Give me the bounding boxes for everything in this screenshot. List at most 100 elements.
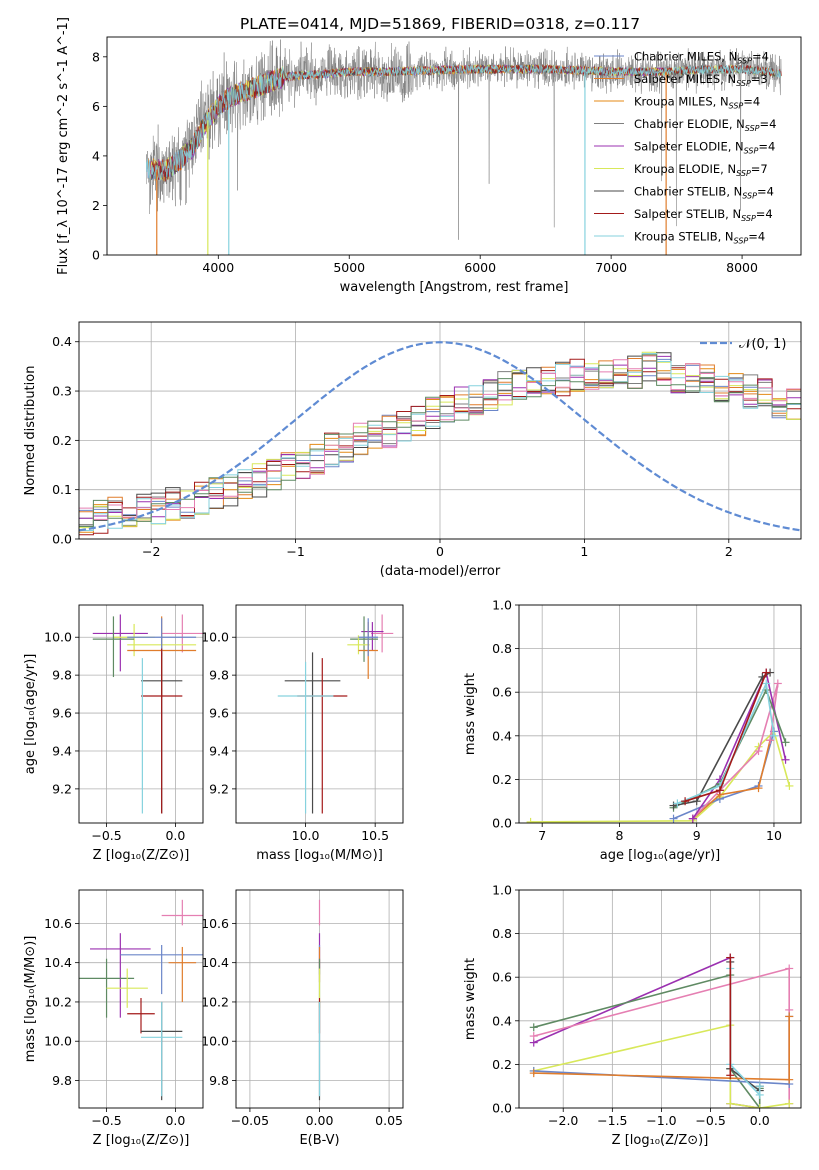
plus-marker — [785, 1075, 794, 1084]
plot-area-mass_vs_Z — [79, 899, 203, 1101]
errorbar-point — [141, 1001, 183, 1097]
axes-mass_vs_Z: −0.5 0.0 9.8 10.0 10.2 10.4 10.6 Z [log₁₀(Z/Z⊙)… — [23, 889, 204, 1148]
frame-mass_weight_vs_Z: −2.0 −1.5 −1.0 −0.5 0.0 0.0 0.2 0.4 0.6 0.8 1.0 Z [… — [463, 883, 802, 1148]
y-tick-label: 0.4 — [52, 334, 72, 349]
errorbar-point — [168, 946, 197, 1002]
legend-label: Chabrier ELODIE, NSSP=4 — [634, 117, 776, 133]
y-tick-label: 10.4 — [201, 955, 229, 970]
legend-label: Salpeter ELODIE, NSSP=4 — [634, 140, 775, 156]
errorbar-point — [361, 622, 384, 651]
legend-entry: Chabrier STELIB, NSSP=4 — [594, 185, 774, 201]
y-tick-label: 9.6 — [209, 706, 229, 721]
x-tick-label: 10 — [766, 828, 782, 843]
plus-marker — [755, 1090, 764, 1099]
x-tick-label: −2.0 — [548, 1113, 578, 1128]
y-tick-label: 9.4 — [209, 743, 229, 758]
x-tick-label: 1 — [580, 544, 588, 559]
x-tick-label: 8 — [615, 828, 623, 843]
y-tick-label: 0.6 — [492, 685, 512, 700]
legend-entry: Kroupa ELODIE, NSSP=7 — [594, 162, 768, 178]
errorbar-point — [161, 899, 203, 926]
grid-residuals — [79, 322, 801, 540]
y-tick-label: 9.8 — [209, 1073, 229, 1088]
errorbar-point — [92, 614, 148, 672]
plus-marker — [754, 784, 763, 793]
legend-entry: Kroupa STELIB, NSSP=4 — [594, 230, 765, 246]
y-tick-label: 9.2 — [209, 781, 229, 796]
legend-entry: Salpeter STELIB, NSSP=4 — [594, 207, 773, 223]
axes-frame — [78, 604, 204, 824]
plus-marker — [726, 1071, 735, 1080]
plus-marker — [673, 799, 682, 808]
x-tick-label: −0.5 — [91, 1113, 121, 1128]
errorbar-point — [106, 968, 148, 1008]
series-line-salpeter_elodie — [533, 956, 760, 1108]
x-tick-label: 5000 — [333, 260, 365, 275]
plus-marker — [762, 679, 771, 688]
model-spectrum-chabrier_miles — [147, 63, 668, 180]
x-axis-label: (data-model)/error — [380, 564, 501, 579]
y-axis-label: Flux [f_λ 10^-17 erg cm^-2 s^-1 A^-1] — [56, 17, 71, 275]
histogram-green — [79, 354, 801, 527]
y-tick-label: 9.8 — [209, 668, 229, 683]
axes-frame — [518, 889, 802, 1109]
plus-marker — [762, 668, 771, 677]
x-tick-label: −0.5 — [91, 828, 121, 843]
errorbar-point — [127, 998, 155, 1034]
plus-marker — [769, 731, 778, 740]
errorbar-point — [120, 944, 203, 995]
errorbar-point — [284, 652, 341, 814]
legend-entry: Salpeter ELODIE, NSSP=4 — [594, 140, 775, 156]
y-tick-label: 8 — [92, 49, 100, 64]
model-spectrum-kroupa_stelib — [145, 64, 782, 181]
plus-marker — [726, 953, 735, 962]
plus-marker — [529, 1032, 538, 1041]
frame-mass_weight_vs_age: 7 8 9 10 0.0 0.2 0.4 0.6 0.8 1.0 age [log₁₀(age/yr… — [463, 598, 802, 863]
plus-marker — [755, 1104, 764, 1108]
y-tick-label: 0.4 — [492, 1013, 512, 1028]
axes-mass_vs_ebv: −0.05 0.00 0.05 9.8 10.0 10.2 10.4 10.6 E(B-V) — [201, 889, 404, 1148]
plus-marker — [726, 1099, 735, 1108]
y-tick-label: 10.2 — [44, 994, 72, 1009]
frame-mass_vs_ebv: −0.05 0.00 0.05 9.8 10.0 10.2 10.4 10.6 E(B-V) — [201, 889, 404, 1148]
x-axis-label: age [log₁₀(age/yr)] — [600, 848, 721, 863]
axes-age_vs_mass: 10.0 10.5 9.2 9.4 9.6 9.8 10.0 mass [log₁₀(M/M⊙… — [201, 604, 404, 863]
plus-marker — [526, 817, 535, 823]
errorbar-point — [92, 616, 135, 678]
plus-marker — [755, 1082, 764, 1091]
plot-area-age_vs_Z — [92, 614, 203, 814]
errorbar-point — [347, 635, 370, 655]
plus-marker — [781, 738, 790, 747]
axes-residuals: −2 −1 0 1 2 0.0 0.1 0.2 0.3 0.4 (data-model)/error… — [23, 321, 802, 579]
y-tick-label: 0.2 — [492, 1057, 512, 1072]
x-tick-label: 9 — [693, 828, 701, 843]
axes-frame — [235, 889, 404, 1109]
y-tick-label: 10.0 — [44, 1034, 72, 1049]
y-tick-label: 0 — [92, 248, 100, 263]
legend-label: Chabrier STELIB, NSSP=4 — [634, 185, 774, 201]
errorbar-point — [113, 623, 155, 657]
plus-marker — [715, 786, 724, 795]
x-axis-label: E(B-V) — [299, 1133, 339, 1148]
axes-mass_weight_vs_age: 7 8 9 10 0.0 0.2 0.4 0.6 0.8 1.0 age [log₁₀(age/yr… — [463, 598, 802, 863]
legend-entry: Salpeter MILES, NSSP=3 — [594, 72, 768, 88]
plus-marker — [754, 747, 763, 756]
y-axis-label: Normed distribution — [23, 366, 38, 496]
axes-mass_weight_vs_Z: −2.0 −1.5 −1.0 −0.5 0.0 0.0 0.2 0.4 0.6 0.8 1.0 Z [… — [463, 883, 802, 1148]
y-tick-label: 0.0 — [492, 1101, 512, 1116]
plus-marker — [688, 814, 697, 823]
plus-marker — [692, 797, 701, 806]
errorbar-point — [370, 614, 394, 653]
y-tick-label: 1.0 — [492, 883, 512, 898]
frame-spectrum: 4000 5000 6000 7000 8000 0 2 4 6 8 wavelength [Ang… — [56, 17, 802, 295]
x-tick-label: 0.0 — [165, 1113, 185, 1128]
x-tick-label: 0.0 — [165, 828, 185, 843]
x-tick-label: −1.0 — [646, 1113, 676, 1128]
x-tick-label: 8000 — [726, 260, 758, 275]
y-tick-label: 0.3 — [52, 384, 72, 399]
y-tick-label: 10.4 — [44, 955, 72, 970]
x-tick-label: 0.0 — [750, 1113, 770, 1128]
y-axis-label: mass weight — [463, 958, 478, 1040]
legend-label: Salpeter STELIB, NSSP=4 — [634, 207, 773, 223]
y-tick-label: 9.8 — [52, 668, 72, 683]
